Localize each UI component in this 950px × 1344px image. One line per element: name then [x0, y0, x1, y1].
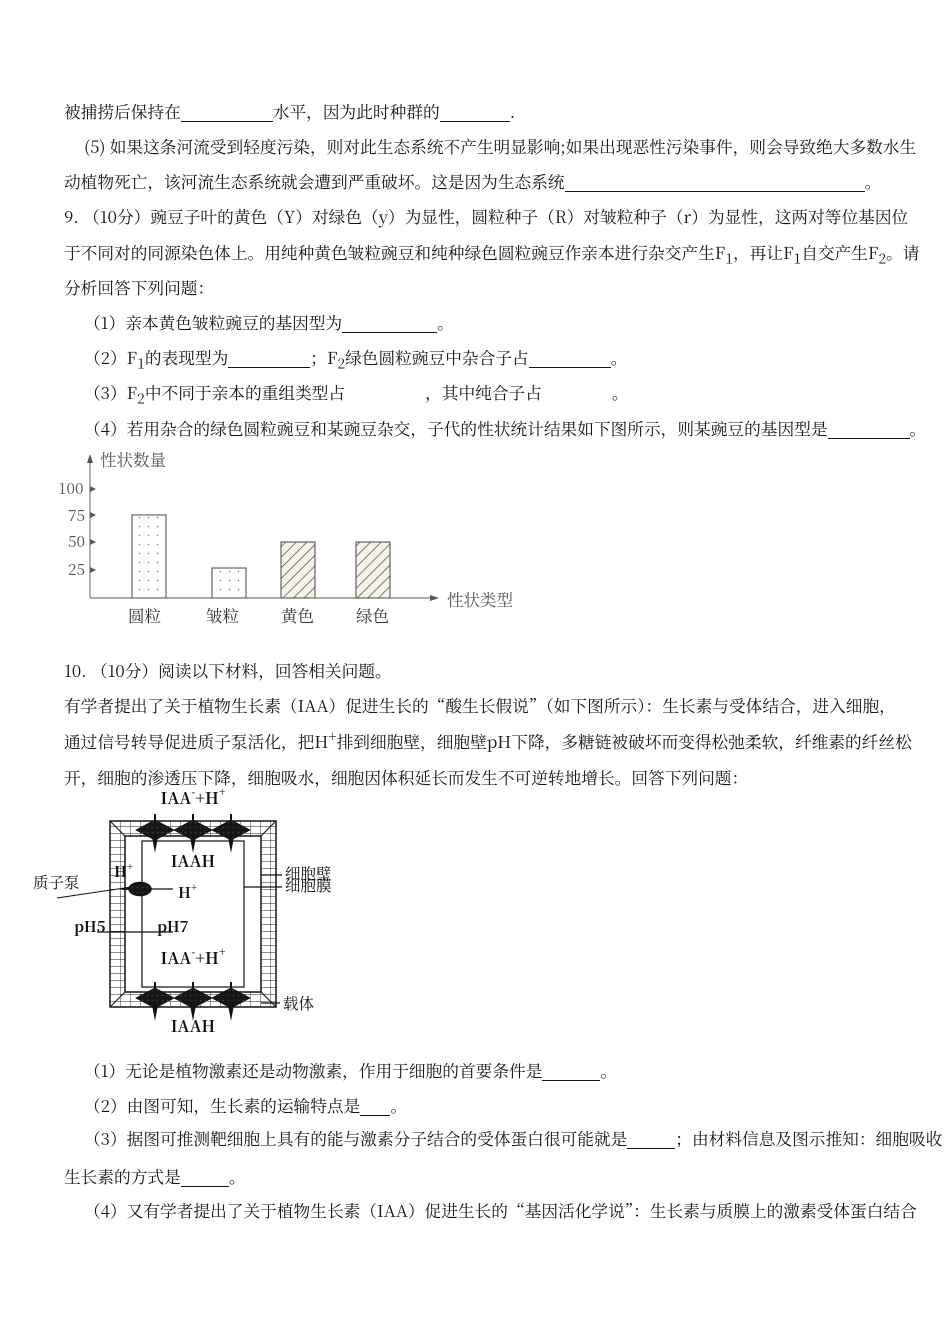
svg-text:pH7: pH7 — [157, 916, 189, 937]
svg-text:IAA-+H+: IAA-+H+ — [161, 784, 226, 809]
svg-text:IAAH: IAAH — [171, 849, 216, 872]
svg-text:质子泵: 质子泵 — [33, 871, 80, 893]
svg-text:载体: 载体 — [283, 992, 315, 1014]
svg-text:细胞膜: 细胞膜 — [285, 874, 332, 896]
svg-text:pH5: pH5 — [74, 916, 106, 937]
svg-text:IAAH: IAAH — [171, 1014, 216, 1037]
